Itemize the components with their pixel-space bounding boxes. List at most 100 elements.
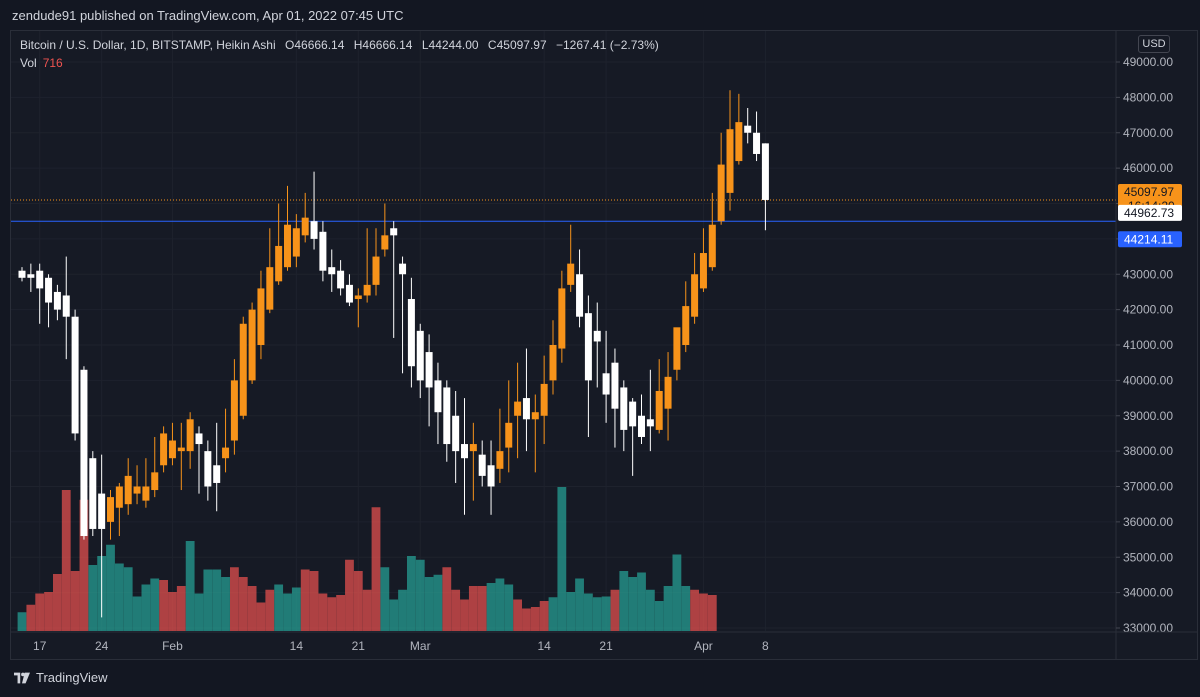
volume-bar [451,589,461,631]
volume-value: 716 [42,56,63,70]
candle-body [540,383,548,416]
candle-body [407,299,415,367]
candle-body [292,228,300,257]
candle-body [753,132,761,154]
volume-bar [486,583,496,631]
symbol-name[interactable]: Bitcoin / U.S. Dollar, 1D, BITSTAMP, Hei… [20,38,276,52]
volume-bar [194,593,204,631]
candle-body [266,267,274,310]
candle-body [53,291,61,310]
tradingview-brand[interactable]: TradingView [14,670,108,685]
volume-bar [203,569,213,631]
price-axis: 49000.0048000.0047000.0046000.0045000.00… [1115,31,1173,659]
candle-body [744,125,752,133]
candle-body [27,274,35,278]
candle-body [107,497,114,522]
candle-body [142,486,150,501]
volume-bar [283,593,292,631]
volume-bar [433,574,443,631]
x-tick-label: 17 [33,639,47,653]
volume-bar [238,577,248,631]
volume-bar [300,569,310,631]
close-value: 45097.97 [496,38,547,52]
volume-bar [495,578,505,631]
currency-button[interactable]: USD [1138,35,1170,53]
candle-body [487,465,495,487]
candle-body [549,345,557,381]
candle-body [239,323,247,416]
candle-body [222,447,230,459]
volume-bar [353,571,363,631]
y-tick-label: 48000.00 [1123,90,1173,104]
volume-bar [26,604,36,631]
candle-body [691,274,699,317]
volume-bar [168,592,177,631]
symbol-legend[interactable]: Bitcoin / U.S. Dollar, 1D, BITSTAMP, Hei… [20,38,659,52]
y-tick-label: 34000.00 [1123,586,1173,600]
candle-body [71,316,79,434]
candle-body [469,444,477,452]
volume-bar [141,584,151,631]
candle-body [168,440,176,459]
volume-bar [389,599,399,631]
x-tick-label: 14 [290,639,304,653]
candle-body [461,444,468,459]
volume-bar [327,597,337,631]
candle-body [160,433,168,466]
candle-body [558,288,566,349]
candle-body [717,164,725,222]
candle-body [496,451,504,469]
volume-bar [212,569,222,631]
volume-bar [159,580,168,631]
candle-body [655,390,663,430]
candle-body [567,263,575,285]
tradingview-logo-icon [14,672,30,683]
volume-bar [35,593,45,631]
volume-bar [17,612,27,631]
y-tick-label: 49000.00 [1123,55,1173,69]
candle-body [620,387,628,430]
candle-body [522,398,530,420]
candle-body [434,380,442,413]
x-tick-label: Apr [694,639,713,653]
y-tick-label: 33000.00 [1123,621,1173,635]
candle-body [328,267,336,275]
volume-bar [123,567,133,631]
volume-bar [592,597,602,631]
volume-bar [557,487,567,631]
price-label-text: 44214.11 [1124,232,1173,246]
candle-body [531,412,539,420]
volume-bar [415,559,425,631]
candle-body [478,454,486,476]
candle-body [80,369,88,537]
candle-body [372,256,380,285]
price-label-text: 45097.97 [1124,185,1174,199]
volume-bar [628,577,638,631]
candle-body [257,288,265,345]
candle-body [425,352,433,388]
candle-body [195,433,203,445]
y-tick-label: 35000.00 [1123,550,1173,564]
candle-body [319,231,327,271]
volume-bar [575,578,584,631]
candle-body [576,274,584,317]
candle-body [761,143,769,200]
candle-body [354,295,362,300]
volume-bar [637,572,646,631]
blue-price-label: 44214.11 [1118,231,1182,248]
candle-body [708,224,716,268]
candle-body [310,221,318,239]
candle-body [505,422,513,448]
price-label-text: 44962.73 [1124,206,1174,220]
y-tick-label: 42000.00 [1123,303,1173,317]
high-value: 46666.14 [362,38,413,52]
volume-bar [256,602,266,631]
volume-legend[interactable]: Vol 716 [20,56,63,70]
volume-bar [442,567,452,631]
volume-bar [53,574,62,631]
candle-body [443,387,451,445]
candle-body [452,415,460,452]
volume-label: Vol [20,56,37,70]
volume-bar [645,589,655,631]
